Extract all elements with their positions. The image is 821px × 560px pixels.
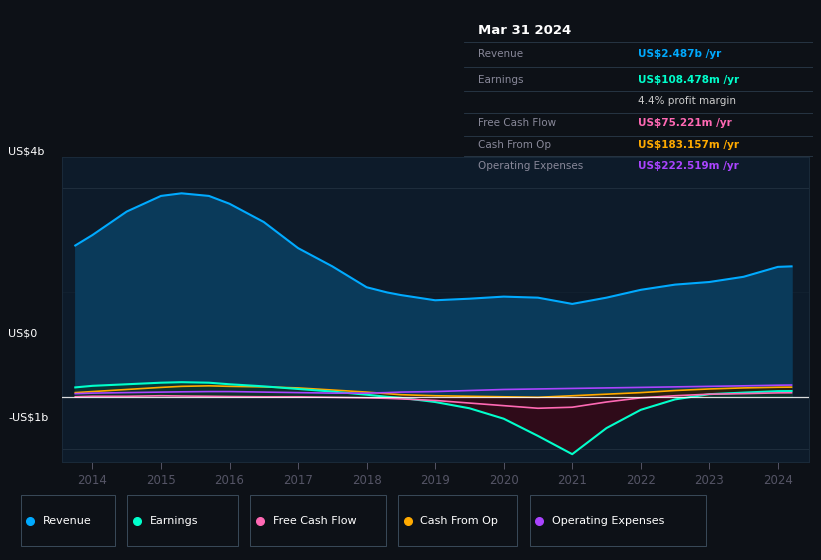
Text: US$2.487b /yr: US$2.487b /yr [639,49,722,59]
Text: Revenue: Revenue [478,49,523,59]
Text: 4.4% profit margin: 4.4% profit margin [639,96,736,106]
Text: Earnings: Earnings [478,75,523,85]
Text: US$183.157m /yr: US$183.157m /yr [639,140,740,150]
Text: Operating Expenses: Operating Expenses [552,516,664,526]
Text: Revenue: Revenue [43,516,91,526]
Text: -US$1b: -US$1b [8,412,48,422]
Text: Mar 31 2024: Mar 31 2024 [478,24,571,37]
Text: Cash From Op: Cash From Op [420,516,498,526]
Text: Operating Expenses: Operating Expenses [478,161,583,171]
FancyBboxPatch shape [21,495,115,546]
Text: Earnings: Earnings [149,516,198,526]
FancyBboxPatch shape [530,495,706,546]
FancyBboxPatch shape [250,495,386,546]
FancyBboxPatch shape [127,495,238,546]
Text: Cash From Op: Cash From Op [478,140,551,150]
Text: Free Cash Flow: Free Cash Flow [478,118,556,128]
Text: US$222.519m /yr: US$222.519m /yr [639,161,739,171]
Text: Free Cash Flow: Free Cash Flow [273,516,356,526]
FancyBboxPatch shape [398,495,517,546]
Text: US$0: US$0 [8,328,38,338]
Text: US$75.221m /yr: US$75.221m /yr [639,118,732,128]
Text: US$108.478m /yr: US$108.478m /yr [639,75,740,85]
Text: US$4b: US$4b [8,146,44,156]
